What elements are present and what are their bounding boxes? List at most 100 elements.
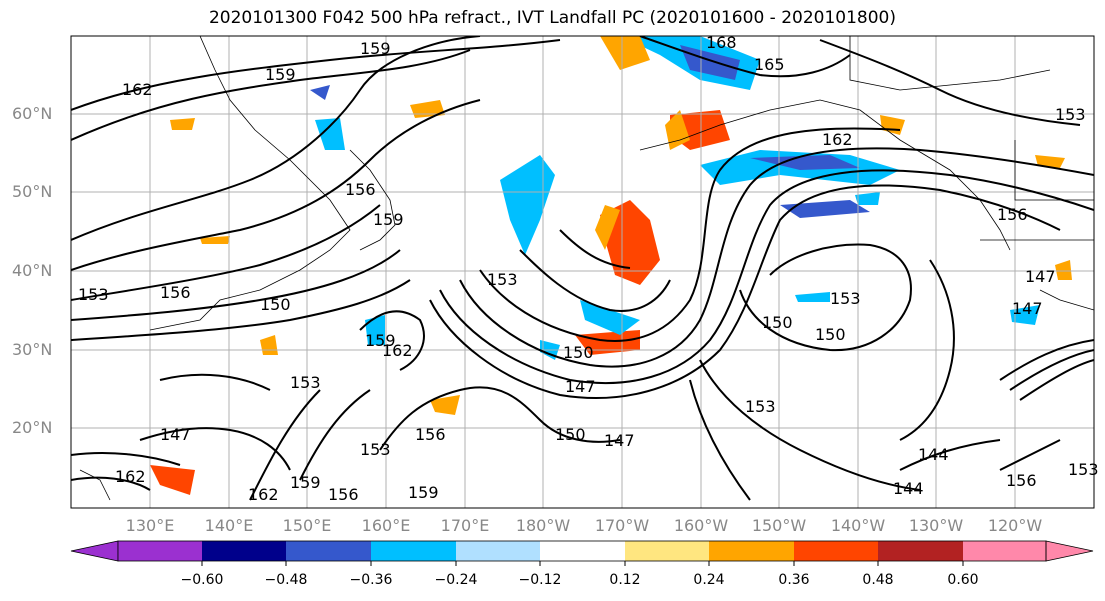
lon-label: 170°W [594, 516, 650, 535]
negative-anomaly-region [1010, 305, 1040, 325]
contour-label: 159 [265, 65, 296, 84]
lon-label: 140°W [830, 516, 886, 535]
lon-label: 160°W [673, 516, 729, 535]
contour-label: 156 [415, 425, 446, 444]
contour-label: 162 [382, 341, 413, 360]
colorbar-segment [540, 541, 625, 561]
positive-anomaly-region [170, 118, 195, 130]
colorbar-tick-label: −0.48 [264, 572, 308, 588]
colorbar-segment [709, 541, 794, 561]
contour-label: 147 [565, 377, 596, 396]
contour-label: 162 [122, 80, 153, 99]
contour-label: 162 [822, 130, 853, 149]
positive-anomaly-region [665, 110, 690, 150]
colorbar-segment [456, 541, 540, 561]
lat-label-40n: 40°N [12, 261, 53, 280]
contour-label: 162 [115, 467, 146, 486]
negative-anomaly-region [310, 85, 330, 100]
contour-label: 156 [1006, 471, 1037, 490]
contour-label: 168 [706, 33, 737, 52]
map-frame [70, 35, 1095, 509]
negative-anomaly-region [315, 118, 345, 150]
contour-label: 153 [290, 373, 321, 392]
contour-label: 156 [997, 205, 1028, 224]
colorbar-segment [794, 541, 878, 561]
positive-anomaly-region [1055, 260, 1072, 280]
lon-label: 120°W [987, 516, 1043, 535]
colorbar-tick-label: −0.12 [518, 572, 562, 588]
contour-label: 159 [373, 210, 404, 229]
negative-anomaly-region [680, 45, 740, 80]
colorbar-tick-label: 0.60 [947, 572, 979, 588]
lon-label: 150°W [751, 516, 807, 535]
lat-label-20n: 20°N [12, 418, 53, 437]
contour-label: 144 [893, 479, 924, 498]
colorbar [70, 540, 1094, 566]
coastlines [79, 36, 1094, 501]
contour-label: 150 [555, 425, 586, 444]
contour-label: 165 [754, 55, 785, 74]
contour-label: 150 [762, 313, 793, 332]
contour-label: 156 [328, 485, 359, 504]
colorbar-segment [371, 541, 456, 561]
colorbar-tick-label: 0.24 [693, 572, 725, 588]
positive-anomaly-region [200, 236, 230, 244]
negative-anomaly-region [750, 155, 860, 170]
colorbar-segment [963, 541, 1046, 561]
contour-labels: 159 168 165 162 159 162 156 159 153 156 … [78, 33, 1099, 504]
colorbar-segment [286, 541, 371, 561]
contour-label: 159 [408, 483, 439, 502]
colorbar-tick-label: −0.36 [349, 572, 393, 588]
colorbar-extend-high [1045, 540, 1094, 562]
colorbar-segment [202, 541, 286, 561]
lat-label-50n: 50°N [12, 182, 53, 201]
contour-label: 159 [360, 39, 391, 58]
contour-label: 147 [1012, 299, 1043, 318]
contour-label: 147 [604, 431, 635, 450]
positive-anomaly-region [430, 395, 460, 415]
positive-anomaly-region [150, 465, 195, 495]
lon-label: 170°E [440, 516, 490, 535]
shaded-anomaly-regions [150, 36, 1072, 495]
map-title: 2020101300 F042 500 hPa refract., IVT La… [208, 8, 896, 28]
lat-label-60n: 60°N [12, 104, 53, 123]
contour-label: 153 [360, 440, 391, 459]
map-background [71, 36, 1094, 508]
positive-anomaly-region [575, 330, 640, 355]
contour-label: 144 [918, 445, 949, 464]
contour-label: 150 [563, 343, 594, 362]
negative-anomaly-region [780, 200, 870, 218]
colorbar-segment [625, 541, 709, 561]
height-contours [71, 36, 1094, 501]
colorbar-segment [878, 541, 963, 561]
contour-label: 150 [815, 325, 846, 344]
negative-anomaly-region [795, 292, 830, 302]
negative-anomaly-region [580, 300, 640, 335]
positive-anomaly-region [595, 205, 620, 250]
gridlines [71, 36, 1094, 508]
contour-label: 150 [260, 295, 291, 314]
positive-anomaly-region [1035, 155, 1065, 168]
lon-label: 130°E [125, 516, 175, 535]
contour-label: 156 [160, 283, 191, 302]
contour-label: 159 [290, 473, 321, 492]
colorbar-tick-label: 0.12 [609, 572, 641, 588]
contour-label: 153 [745, 397, 776, 416]
contour-label: 153 [487, 270, 518, 289]
lat-label-30n: 30°N [12, 340, 53, 359]
contour-label: 153 [1068, 460, 1099, 479]
contour-label: 147 [160, 425, 191, 444]
colorbar-tick-label: −0.24 [434, 572, 478, 588]
lon-label: 180°W [515, 516, 571, 535]
colorbar-tick-label: −0.60 [180, 572, 224, 588]
contour-label: 156 [345, 180, 376, 199]
colorbar-extend-low [70, 540, 119, 562]
lon-label: 160°E [361, 516, 411, 535]
contour-label: 153 [78, 285, 109, 304]
contour-label: 147 [1025, 267, 1056, 286]
contour-label: 153 [1055, 105, 1086, 124]
negative-anomaly-region [855, 192, 880, 205]
lon-label: 130°W [908, 516, 964, 535]
colorbar-tick-label: 0.48 [862, 572, 894, 588]
